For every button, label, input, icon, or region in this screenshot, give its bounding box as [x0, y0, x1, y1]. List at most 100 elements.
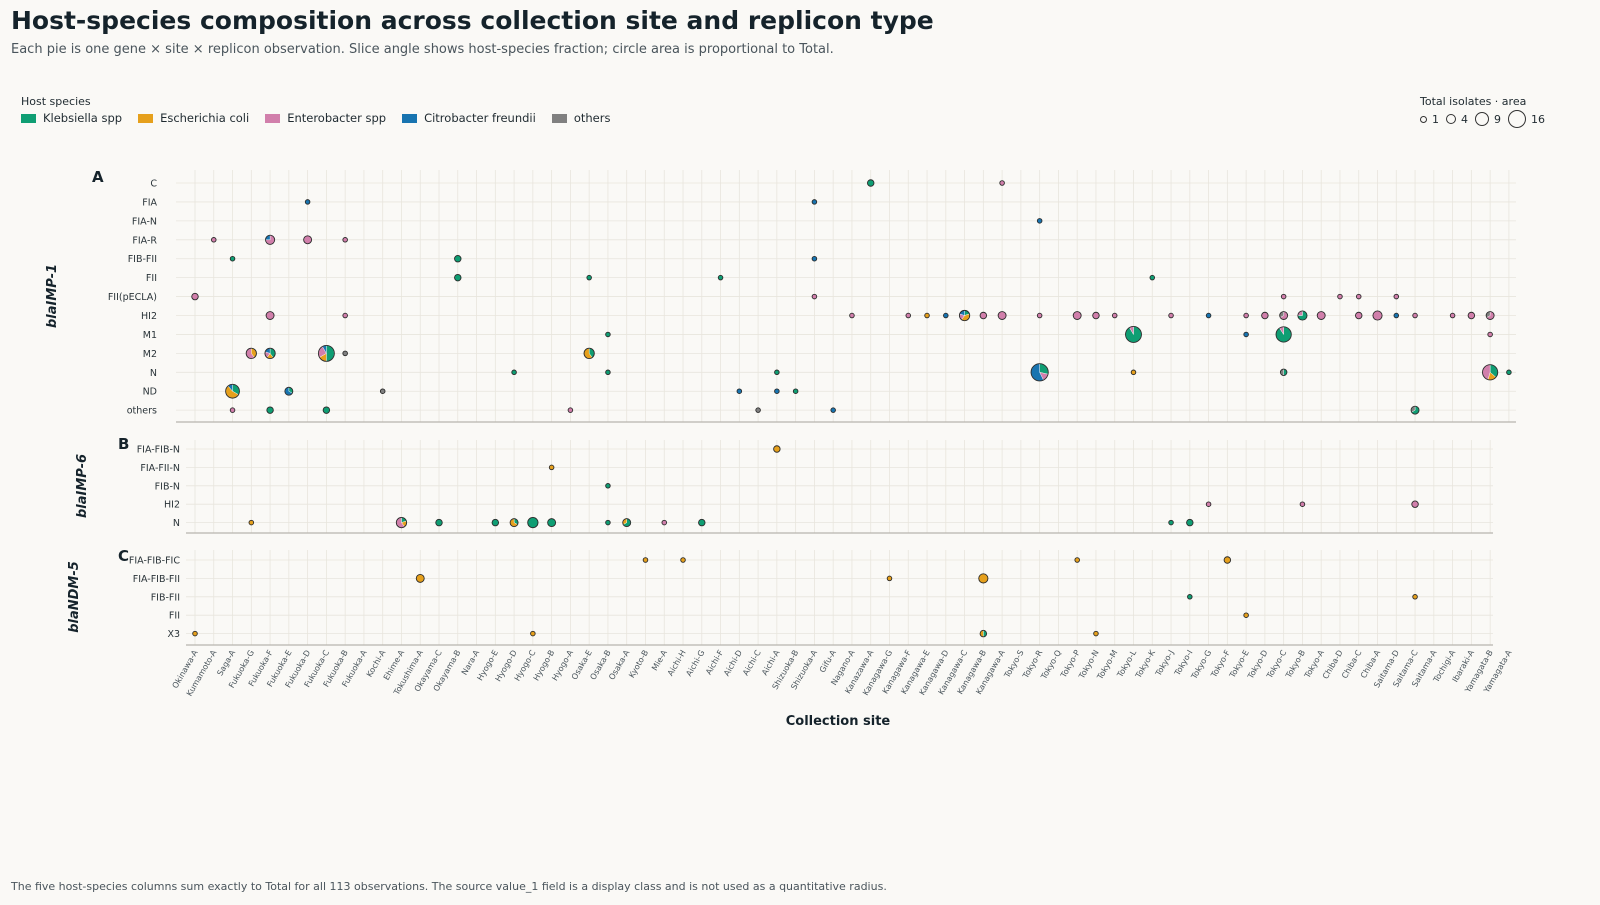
pie-marker: [322, 406, 331, 414]
pie-marker: [586, 274, 592, 281]
pie-slice: [812, 256, 817, 262]
pie-marker: [1487, 331, 1493, 338]
pie-marker: [264, 347, 276, 359]
pie-slice: [305, 199, 310, 205]
pie-outline: [1168, 312, 1174, 319]
pie-outline: [211, 237, 217, 243]
pie-outline: [605, 369, 611, 376]
pie-marker: [1261, 311, 1269, 320]
pie-marker: [1243, 612, 1249, 618]
replicon-tick-label: FIB-FII: [128, 254, 157, 265]
site-tick-label: Aichi-G: [684, 649, 706, 678]
pie-marker: [1467, 311, 1476, 320]
pie-outline: [661, 519, 668, 526]
pie-marker: [245, 347, 257, 359]
pie-marker: [229, 407, 236, 413]
gene-label: blaIMP-6: [75, 454, 90, 518]
size-legend-label-1: 1: [1432, 112, 1439, 126]
pie-slice: [1468, 312, 1475, 319]
pie-outline: [1410, 405, 1420, 415]
pie-marker: [1092, 311, 1100, 320]
pie-slice: [1243, 332, 1249, 337]
pie-marker: [958, 309, 971, 322]
pie-slice: [454, 255, 462, 262]
legend-item-others: others: [551, 111, 610, 125]
pie-outline: [1187, 594, 1193, 600]
legend-swatch-citrobacter: [402, 113, 418, 123]
pie-outline: [849, 312, 855, 319]
pie-slice: [249, 520, 254, 525]
pie-marker: [717, 274, 724, 281]
pie-outline: [1036, 218, 1043, 224]
size-legend-item-16: 16: [1508, 110, 1545, 128]
pie-slice: [849, 313, 855, 318]
pie-marker: [1372, 310, 1383, 321]
size-legend-title: Total isolates · area: [1420, 95, 1527, 108]
pie-slice: [1131, 370, 1136, 375]
pie-outline: [530, 630, 536, 637]
legend-item-citrobacter: Citrobacter freundii: [402, 111, 536, 125]
pie-outline: [811, 255, 818, 262]
pie-marker: [943, 312, 949, 319]
pie-outline: [792, 388, 799, 394]
replicon-tick-label: FIB-N: [155, 481, 180, 492]
pie-slice: [812, 294, 817, 299]
pie-slice: [1487, 332, 1493, 337]
panel-letter: B: [118, 435, 129, 453]
pie-marker: [1072, 311, 1082, 320]
pie-marker: [1506, 369, 1512, 376]
pie-marker: [1393, 312, 1400, 319]
pie-outline: [415, 573, 425, 583]
size-legend-item-4: 4: [1446, 113, 1468, 126]
pie-outline: [303, 235, 313, 245]
legend-swatch-ecoli: [138, 113, 154, 123]
replicon-tick-label: FII(pECLA): [108, 292, 157, 303]
pie-outline: [1072, 311, 1082, 320]
pie-slice: [1093, 631, 1099, 636]
pie-outline: [605, 483, 611, 489]
pie-marker: [924, 312, 930, 319]
pie-slice: [998, 311, 1007, 320]
pie-slice: [773, 445, 781, 453]
pie-marker: [999, 180, 1005, 186]
pie-slice: [586, 275, 592, 280]
size-legend-circle-4: [1446, 114, 1456, 124]
pie-marker: [1279, 368, 1288, 377]
pie-marker: [773, 445, 781, 453]
pie-outline: [755, 407, 761, 413]
pie-slice: [1074, 557, 1080, 563]
pie-outline: [1297, 310, 1308, 321]
pie-slice: [266, 406, 274, 414]
pie-outline: [1467, 311, 1476, 320]
footnote: The five host-species columns sum exactl…: [11, 880, 887, 893]
replicon-tick-label: FIA-R: [132, 235, 157, 246]
pie-marker: [1243, 331, 1249, 338]
pie-slice: [192, 631, 198, 636]
pie-outline: [1036, 312, 1043, 319]
pie-marker: [1168, 312, 1174, 319]
pie-outline: [1030, 363, 1049, 382]
pie-slice: [1168, 520, 1174, 525]
pie-slice: [454, 274, 462, 281]
pie-slice: [1037, 218, 1042, 224]
replicon-tick-label: FIA-FIB-FII: [133, 574, 180, 585]
pie-slice: [1149, 275, 1155, 280]
pie-outline: [1411, 500, 1419, 508]
pie-slice: [1243, 313, 1249, 318]
pie-marker: [905, 312, 912, 319]
pie-slice: [323, 406, 330, 414]
pie-outline: [886, 575, 893, 582]
pie-outline: [1243, 612, 1249, 618]
pie-slice: [1356, 294, 1362, 299]
pie-outline: [1168, 519, 1174, 526]
replicon-tick-label: FIA-FIB-N: [137, 445, 180, 456]
pie-marker: [395, 517, 408, 529]
pie-marker: [1485, 311, 1495, 320]
pie-outline: [773, 445, 781, 453]
pie-marker: [1280, 293, 1287, 300]
pie-marker: [1223, 556, 1232, 564]
pie-outline: [736, 388, 743, 394]
legend-swatch-enterobacter: [265, 113, 281, 123]
pie-outline: [605, 331, 611, 338]
